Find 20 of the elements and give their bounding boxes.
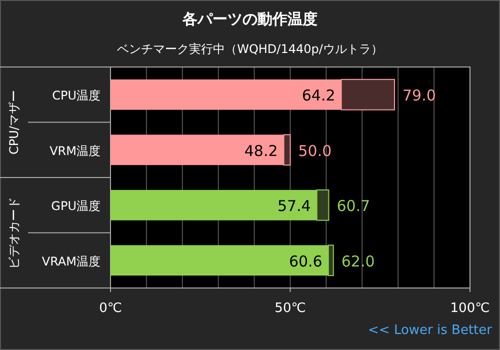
total-label: 50.0 xyxy=(298,142,332,160)
total-label: 60.7 xyxy=(336,197,370,216)
chart-subtitle: ベンチマーク実行中（WQHD/1440p/ウルトラ） xyxy=(117,42,383,56)
data-label: 57.4 xyxy=(277,197,311,216)
y-tick-label: GPU温度 xyxy=(51,199,100,214)
total-label: 79.0 xyxy=(402,86,436,105)
chart-title: 各パーツの動作温度 xyxy=(182,10,318,28)
text: ビデオカード xyxy=(7,196,21,269)
y-tick-label: VRAM温度 xyxy=(42,254,100,268)
x-tick-label: 100℃ xyxy=(450,301,490,316)
text: << Lower is Better xyxy=(368,323,493,338)
x-tick-label: 50℃ xyxy=(274,301,306,316)
y-tick-label: VRM温度 xyxy=(50,144,100,158)
data-label: 64.2 xyxy=(302,86,336,105)
total-label: 62.0 xyxy=(341,252,375,270)
y-tick-label: CPU温度 xyxy=(52,88,100,103)
text: CPU/マザー xyxy=(7,90,21,154)
data-label: 48.2 xyxy=(244,142,278,160)
data-label: 60.6 xyxy=(288,252,322,270)
x-tick-label: 0℃ xyxy=(99,301,122,316)
